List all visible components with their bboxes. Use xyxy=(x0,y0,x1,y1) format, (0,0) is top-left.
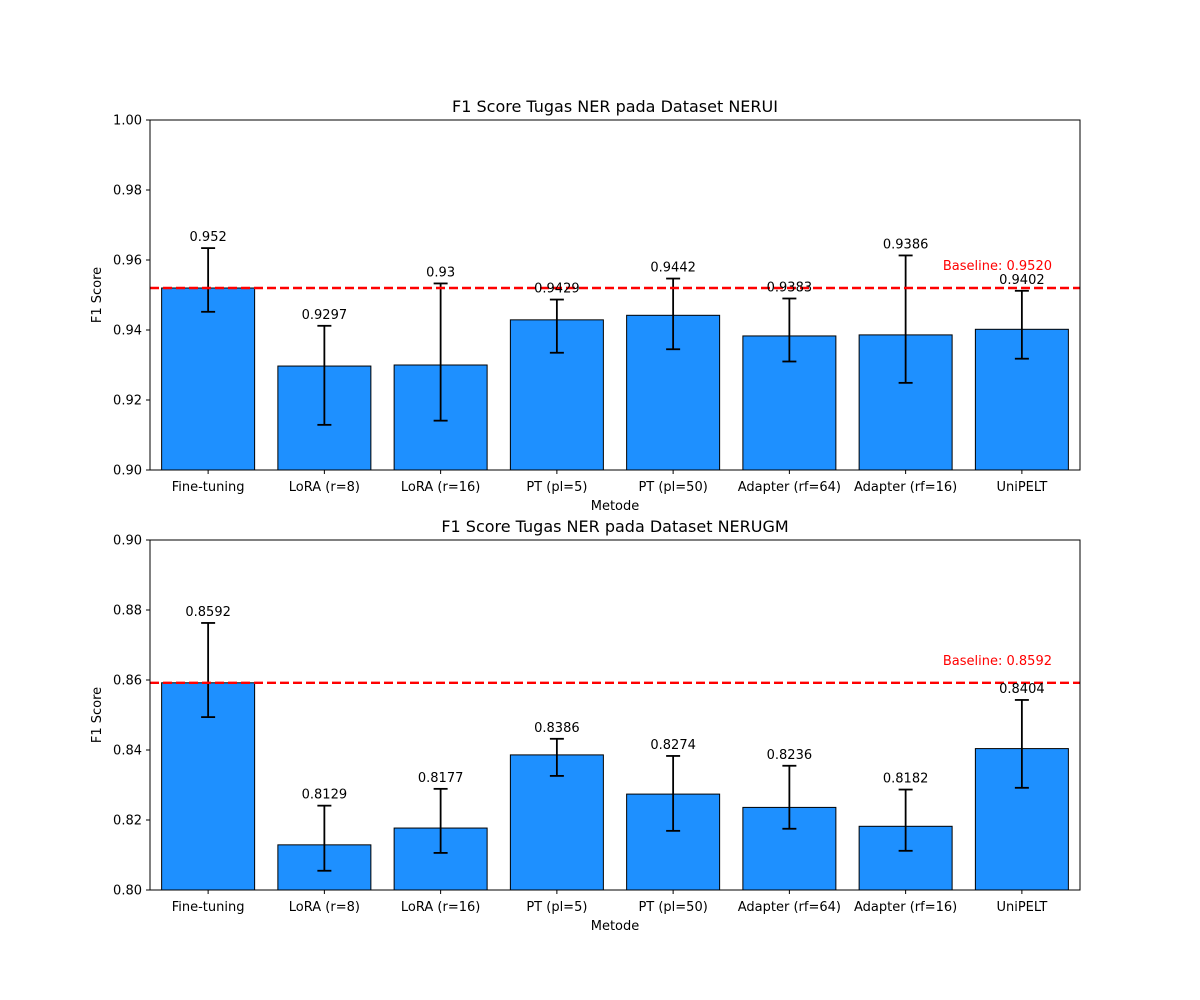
error-bar xyxy=(433,787,448,854)
x-tick-label: Fine-tuning xyxy=(172,480,245,495)
data-label: 0.8274 xyxy=(650,738,696,753)
x-tick-label: LoRA (r=8) xyxy=(289,480,360,495)
x-tick-label: PT (pl=50) xyxy=(638,900,707,915)
baseline-label: Baseline: 0.8592 xyxy=(943,654,1052,669)
x-tick-label: Adapter (rf=16) xyxy=(854,900,957,915)
chart-title: F1 Score Tugas NER pada Dataset NERUI xyxy=(452,97,778,116)
y-tick-label: 0.92 xyxy=(113,394,142,409)
chart-panel-1: Baseline: 0.9520 0.952 0.9297 0.93 0.9429 0.9… xyxy=(90,97,1081,514)
x-tick-label: Adapter (rf=64) xyxy=(738,900,841,915)
axes-frame xyxy=(149,539,1081,891)
error-bar xyxy=(1014,289,1029,360)
x-tick-label: PT (pl=5) xyxy=(526,480,587,495)
error-bar xyxy=(201,247,216,313)
y-tick-label: 0.90 xyxy=(113,534,142,549)
data-label: 0.8182 xyxy=(883,772,929,787)
y-tick-label: 0.88 xyxy=(113,604,142,619)
y-tick-label: 0.90 xyxy=(113,464,142,479)
data-label: 0.952 xyxy=(190,230,227,245)
error-bar xyxy=(782,764,797,830)
y-tick-label: 0.84 xyxy=(113,744,142,759)
data-label: 0.9442 xyxy=(650,261,696,276)
error-bar xyxy=(782,297,797,363)
chart-title: F1 Score Tugas NER pada Dataset NERUGM xyxy=(441,517,788,536)
error-bar xyxy=(549,737,564,777)
error-bar xyxy=(317,324,332,426)
x-tick-label: LoRA (r=16) xyxy=(401,480,480,495)
data-label: 0.93 xyxy=(426,265,455,280)
y-tick-label: 0.94 xyxy=(113,324,142,339)
data-label: 0.8404 xyxy=(999,682,1045,697)
data-label: 0.8236 xyxy=(767,748,813,763)
data-label: 0.8386 xyxy=(534,721,580,736)
y-tick-label: 0.96 xyxy=(113,254,142,269)
data-label: 0.9297 xyxy=(302,308,348,323)
data-label: 0.8177 xyxy=(418,771,464,786)
data-label: 0.8129 xyxy=(302,788,348,803)
data-label: 0.9386 xyxy=(883,237,929,252)
error-bar xyxy=(898,788,913,852)
y-tick-label: 0.86 xyxy=(113,674,142,689)
x-axis-label: Metode xyxy=(591,499,640,514)
bar xyxy=(161,287,256,471)
error-bar xyxy=(201,622,216,718)
baseline-label: Baseline: 0.9520 xyxy=(943,259,1052,274)
x-tick-label: LoRA (r=8) xyxy=(289,900,360,915)
y-axis-label: F1 Score xyxy=(90,687,105,743)
y-tick-label: 0.98 xyxy=(113,184,142,199)
data-label: 0.9429 xyxy=(534,282,580,297)
error-bar xyxy=(1014,699,1029,789)
error-bar xyxy=(317,804,332,872)
data-label: 0.9383 xyxy=(767,281,813,296)
x-axis-label: Metode xyxy=(591,919,640,934)
x-tick-label: Adapter (rf=64) xyxy=(738,480,841,495)
error-bar xyxy=(433,282,448,422)
x-tick-label: PT (pl=50) xyxy=(638,480,707,495)
error-bar xyxy=(549,298,564,354)
error-bar xyxy=(898,254,913,384)
y-tick-label: 0.80 xyxy=(113,884,142,899)
x-tick-label: Fine-tuning xyxy=(172,900,245,915)
error-bar xyxy=(666,277,681,351)
data-label: 0.8592 xyxy=(185,605,231,620)
y-axis-label: F1 Score xyxy=(90,267,105,323)
x-tick-label: LoRA (r=16) xyxy=(401,900,480,915)
axes-frame xyxy=(149,119,1081,471)
x-tick-label: PT (pl=5) xyxy=(526,900,587,915)
error-bar xyxy=(666,755,681,832)
x-tick-label: UniPELT xyxy=(996,480,1047,495)
x-tick-label: Adapter (rf=16) xyxy=(854,480,957,495)
data-label: 0.9402 xyxy=(999,273,1045,288)
x-tick-label: UniPELT xyxy=(996,900,1047,915)
y-tick-label: 0.82 xyxy=(113,814,142,829)
y-tick-label: 1.00 xyxy=(113,114,142,129)
chart-panel-2: Baseline: 0.8592 0.8592 0.8129 0.8177 0.8386… xyxy=(90,517,1081,934)
